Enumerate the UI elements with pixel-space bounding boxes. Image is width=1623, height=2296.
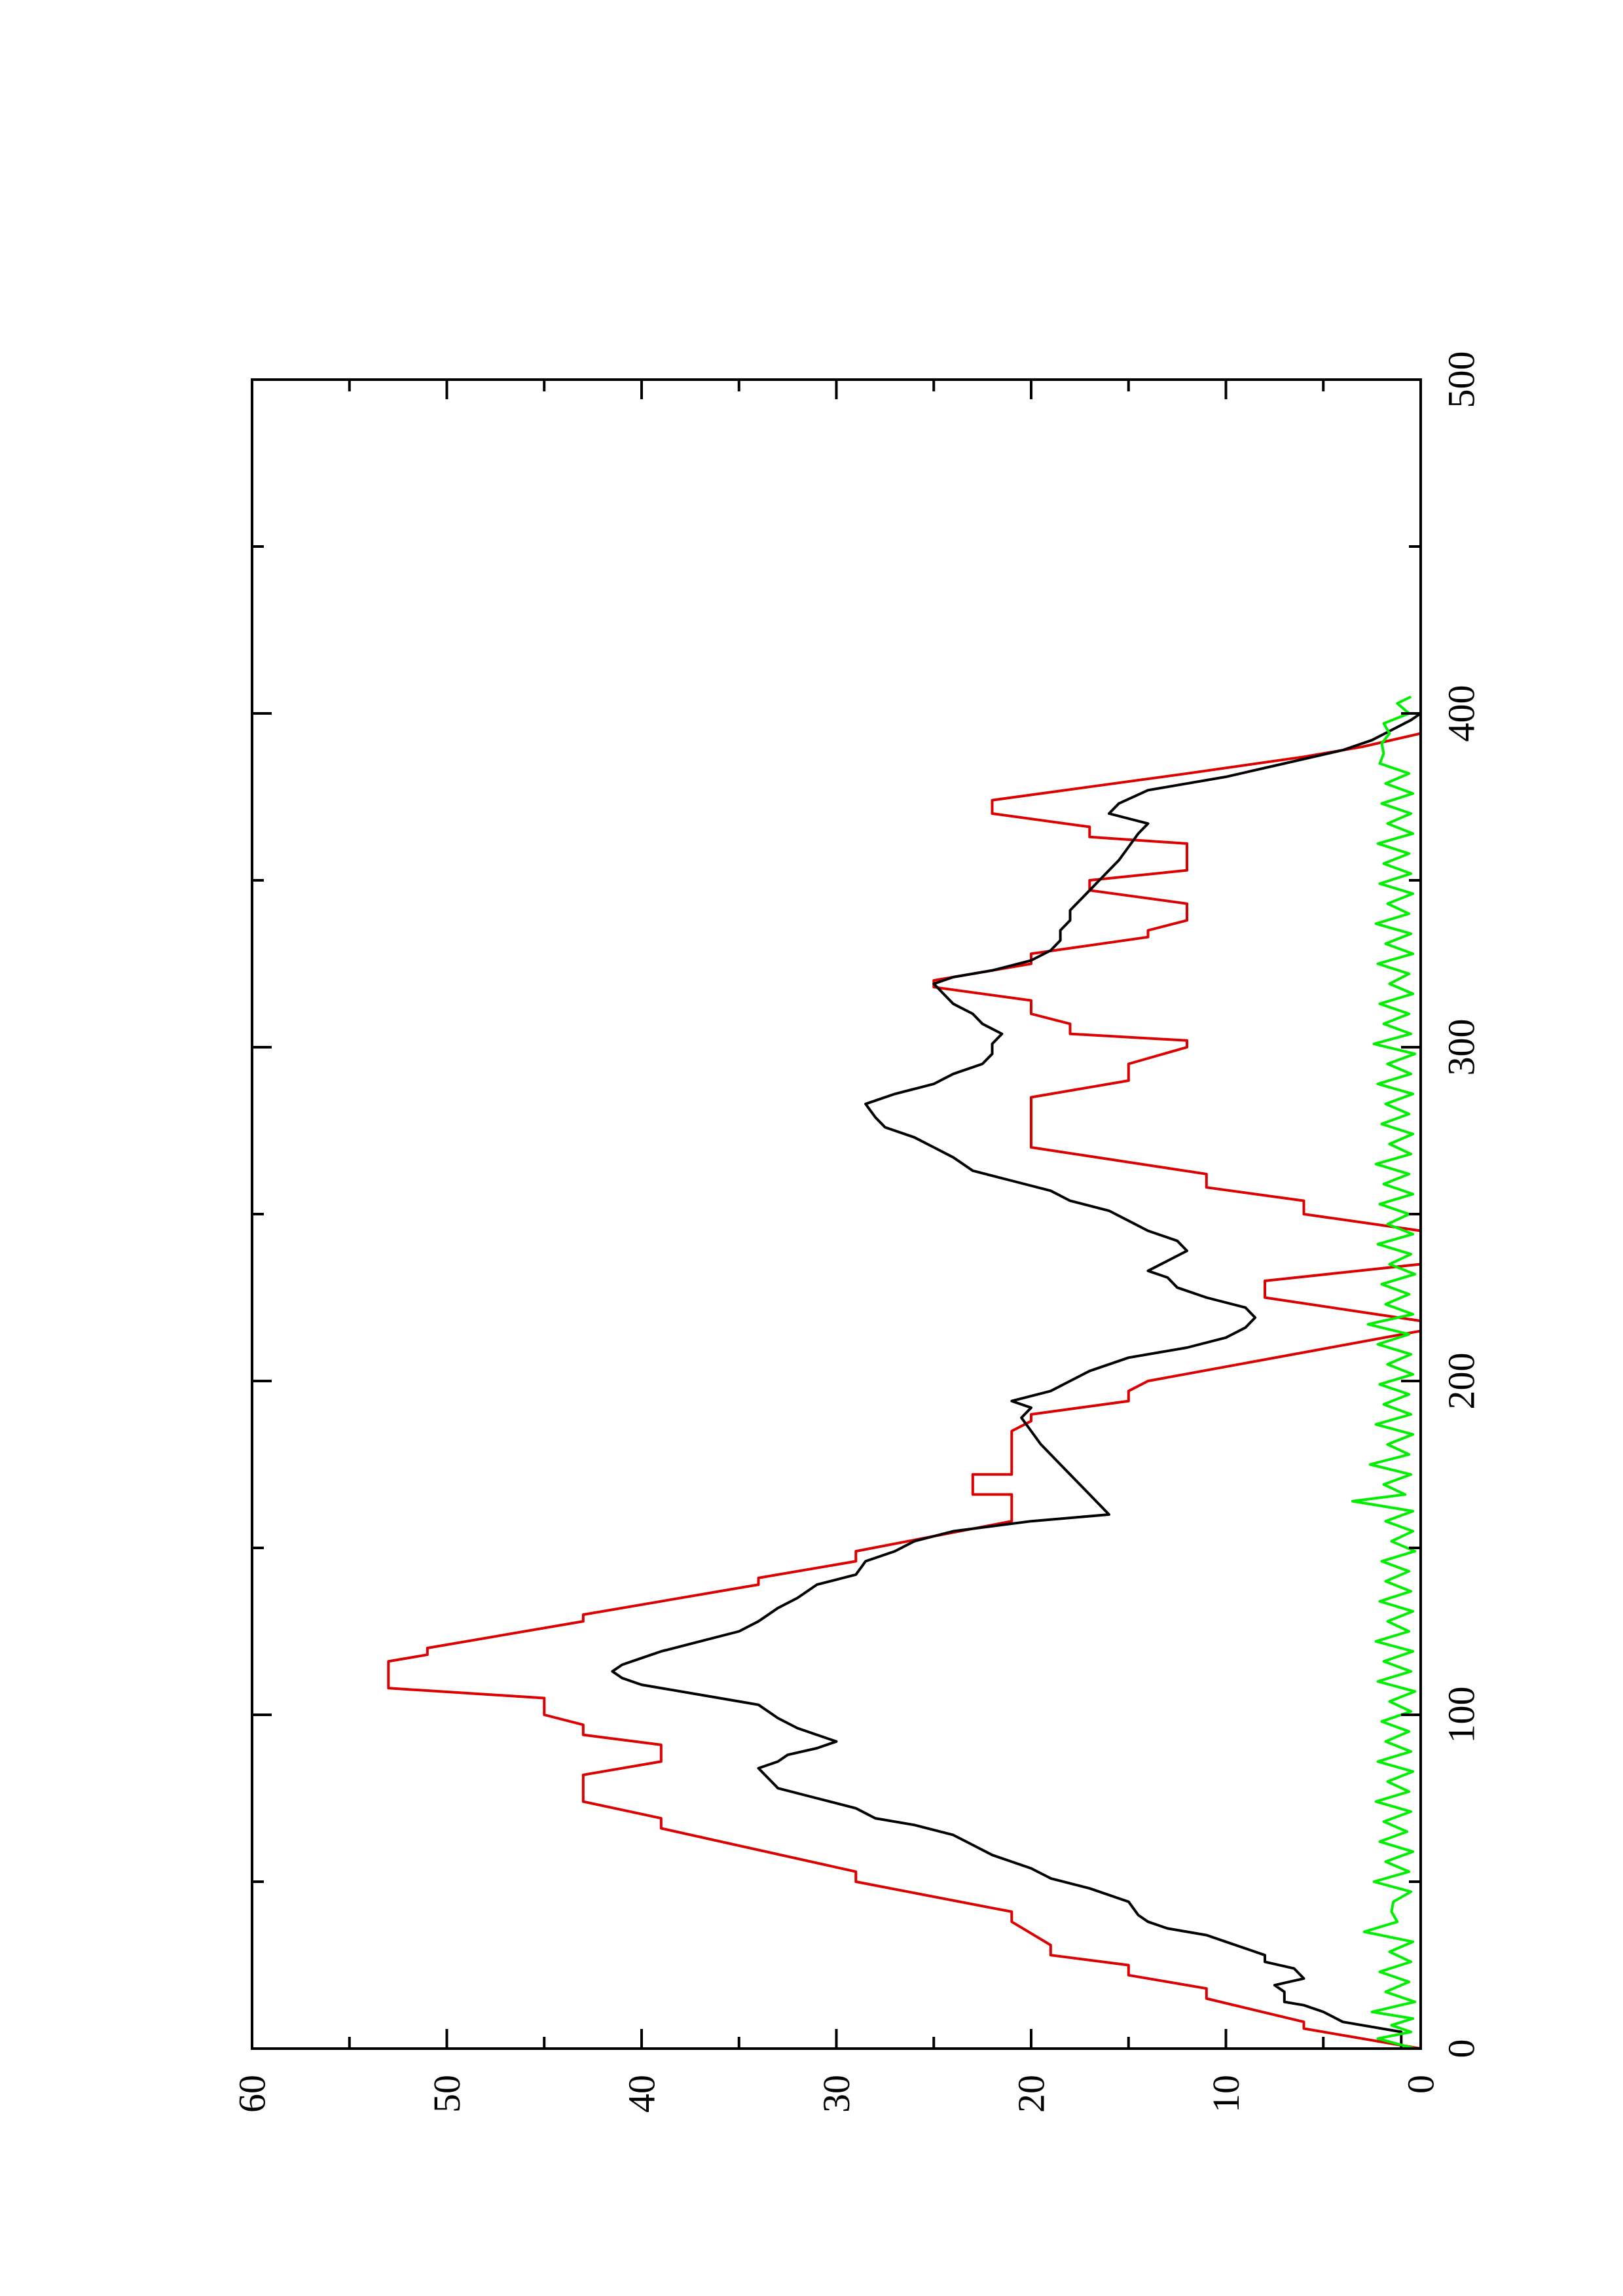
y-tick-label: 30 <box>815 2075 858 2113</box>
x-tick-label: 100 <box>1440 1687 1483 1744</box>
x-tick-label: 500 <box>1440 351 1483 408</box>
x-tick-label: 300 <box>1440 1019 1483 1076</box>
x-tick-label: 200 <box>1440 1353 1483 1410</box>
y-tick-label: 20 <box>1010 2075 1053 2113</box>
y-tick-label: 60 <box>231 2075 274 2113</box>
y-tick-label: 0 <box>1400 2075 1442 2094</box>
x-tick-label: 0 <box>1440 2039 1483 2058</box>
y-tick-label: 40 <box>621 2075 663 2113</box>
series-line-2 <box>611 712 1422 2049</box>
tick-label-layer: 0 100 200 300 400 500 0 10 20 30 40 50 60 <box>231 351 1483 2113</box>
series-line-3 <box>1351 695 1417 2050</box>
series-line-1 <box>387 713 1422 2050</box>
x-tick-label: 400 <box>1440 685 1483 742</box>
y-tick-label: 10 <box>1205 2075 1247 2113</box>
series-layer <box>387 695 1422 2050</box>
y-tick-label: 50 <box>426 2075 468 2113</box>
plot-frame <box>251 378 1422 2050</box>
